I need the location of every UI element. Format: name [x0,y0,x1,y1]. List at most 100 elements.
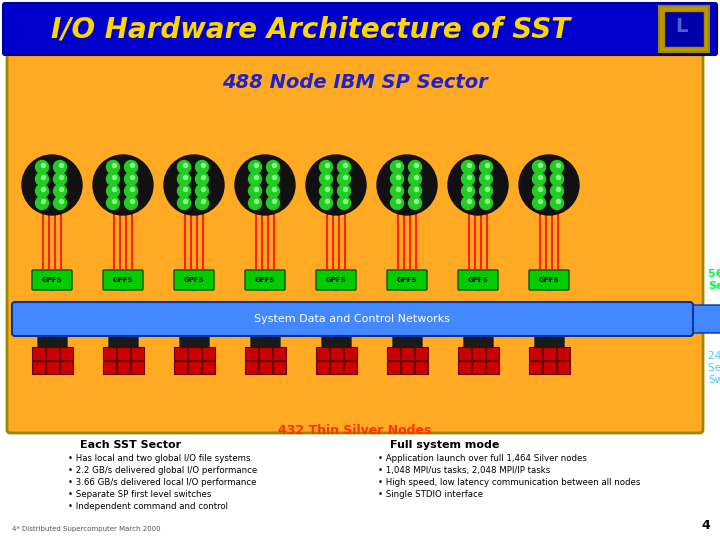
Circle shape [254,164,258,167]
FancyBboxPatch shape [179,332,209,348]
Text: Each SST Sector: Each SST Sector [80,440,181,450]
FancyBboxPatch shape [245,347,258,360]
Circle shape [42,164,45,167]
Circle shape [272,199,276,204]
FancyBboxPatch shape [7,52,703,433]
Circle shape [408,197,421,210]
FancyBboxPatch shape [130,347,143,360]
FancyBboxPatch shape [472,347,485,360]
Circle shape [107,160,120,173]
Circle shape [272,187,276,192]
Circle shape [184,164,187,167]
Circle shape [408,185,421,198]
FancyBboxPatch shape [392,332,422,348]
Circle shape [60,187,63,192]
Circle shape [343,176,348,179]
Circle shape [485,164,490,167]
Circle shape [42,199,45,204]
Circle shape [533,197,546,210]
Circle shape [533,172,546,186]
Circle shape [397,176,400,179]
Circle shape [184,199,187,204]
FancyBboxPatch shape [557,361,570,374]
Circle shape [164,155,224,215]
Circle shape [266,172,279,186]
FancyBboxPatch shape [400,347,413,360]
FancyBboxPatch shape [387,347,400,360]
Circle shape [480,185,492,198]
Circle shape [539,176,542,179]
FancyBboxPatch shape [458,270,498,290]
Text: System Data and Control Networks: System Data and Control Networks [254,314,451,324]
Circle shape [22,155,82,215]
FancyBboxPatch shape [102,361,115,374]
FancyBboxPatch shape [321,332,351,348]
Circle shape [557,164,560,167]
Circle shape [306,155,366,215]
Circle shape [485,176,490,179]
Circle shape [53,197,66,210]
Circle shape [266,197,279,210]
Circle shape [320,172,333,186]
Circle shape [60,164,63,167]
FancyBboxPatch shape [315,347,328,360]
Circle shape [112,187,117,192]
Text: • Single STDIO interface: • Single STDIO interface [378,490,483,499]
FancyBboxPatch shape [463,332,493,348]
Circle shape [533,185,546,198]
Text: • 3.66 GB/s delivered local I/O performance: • 3.66 GB/s delivered local I/O performa… [68,478,256,487]
FancyBboxPatch shape [12,302,693,336]
Circle shape [551,185,564,198]
FancyBboxPatch shape [245,361,258,374]
Text: • High speed, low latency communication between all nodes: • High speed, low latency communication … [378,478,640,487]
Circle shape [35,197,48,210]
FancyBboxPatch shape [117,361,130,374]
FancyBboxPatch shape [387,361,400,374]
Circle shape [397,187,400,192]
Circle shape [254,187,258,192]
Text: GPFS: GPFS [255,277,275,283]
Circle shape [35,172,48,186]
FancyBboxPatch shape [202,347,215,360]
FancyBboxPatch shape [174,347,186,360]
Circle shape [196,172,209,186]
Circle shape [480,172,492,186]
FancyBboxPatch shape [343,347,356,360]
Circle shape [390,185,403,198]
FancyBboxPatch shape [387,270,427,290]
Circle shape [107,197,120,210]
FancyBboxPatch shape [415,347,428,360]
Circle shape [248,172,261,186]
Circle shape [415,176,418,179]
Circle shape [343,187,348,192]
Circle shape [248,185,261,198]
Circle shape [248,197,261,210]
FancyBboxPatch shape [174,270,214,290]
Text: 56 GPFS
Servers: 56 GPFS Servers [708,269,720,291]
Text: I/O Hardware Architecture of SST: I/O Hardware Architecture of SST [50,15,570,43]
FancyBboxPatch shape [528,361,541,374]
Circle shape [196,185,209,198]
Text: GPFS: GPFS [468,277,488,283]
Circle shape [125,160,138,173]
FancyBboxPatch shape [45,347,58,360]
Text: 432 Thin Silver Nodes: 432 Thin Silver Nodes [279,423,432,436]
FancyBboxPatch shape [187,361,200,374]
Circle shape [112,176,117,179]
Circle shape [272,164,276,167]
FancyBboxPatch shape [557,347,570,360]
FancyBboxPatch shape [45,361,58,374]
FancyBboxPatch shape [415,361,428,374]
Circle shape [462,160,474,173]
Circle shape [53,185,66,198]
Circle shape [125,197,138,210]
FancyBboxPatch shape [250,332,280,348]
Circle shape [397,199,400,204]
Circle shape [254,199,258,204]
Circle shape [539,187,542,192]
Circle shape [130,164,135,167]
Circle shape [60,176,63,179]
Circle shape [390,160,403,173]
Circle shape [467,199,472,204]
FancyBboxPatch shape [272,361,286,374]
